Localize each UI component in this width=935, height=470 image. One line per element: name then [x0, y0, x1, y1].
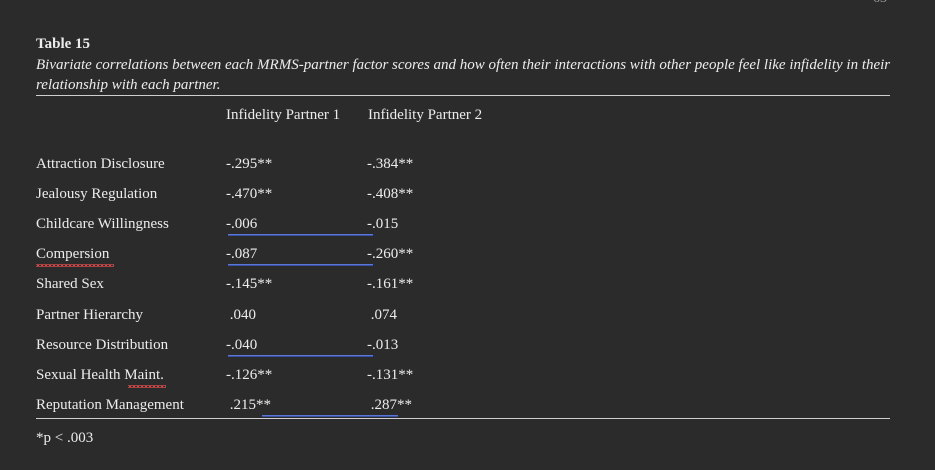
partner-2-value: .287** [367, 397, 412, 413]
row-label: Sexual Health Maint. [36, 367, 164, 383]
row-label: Reputation Management [36, 397, 184, 413]
table-row: Attraction Disclosure -.295** -.384** [0, 156, 935, 178]
partner-2-value: -.260** [367, 246, 414, 262]
row-label: Jealousy Regulation [36, 186, 158, 202]
partner-1-value: .215** [226, 397, 271, 413]
table-row: Sexual Health Maint. -.126** -.131** [0, 367, 935, 389]
table-row: Shared Sex -.145** -.161** [0, 276, 935, 298]
table-caption: Bivariate correlations between each MRMS… [36, 57, 891, 93]
partner-1-value: -.295** [226, 156, 273, 172]
row-label: Childcare Willingness [36, 216, 169, 232]
table-top-rule [36, 95, 890, 96]
row-label: Shared Sex [36, 276, 104, 292]
spellcheck-underline [36, 264, 114, 267]
partner-2-value: -.384** [367, 156, 414, 172]
table-row: Partner Hierarchy .040 .074 [0, 307, 935, 329]
partner-2-value: .074 [367, 307, 397, 323]
row-label: Resource Distribution [36, 337, 169, 353]
partner-2-value: -.161** [367, 276, 414, 292]
table-row: Jealousy Regulation -.470** -.408** [0, 186, 935, 208]
partner-1-value: -.006 [226, 216, 258, 232]
table-row: Reputation Management .215** .287** [0, 397, 935, 419]
partner-1-value: -.040 [226, 337, 258, 353]
page-number: 63 [873, 0, 887, 7]
grammar-check-underline [228, 355, 373, 357]
grammar-check-underline [228, 264, 373, 266]
table-footnote: *p < .003 [36, 430, 94, 446]
grammar-check-underline [262, 415, 398, 417]
table-row: Compersion -.087 -.260** [0, 246, 935, 268]
spellcheck-underline [128, 385, 166, 388]
grammar-check-underline [228, 234, 373, 236]
partner-2-value: -.408** [367, 186, 414, 202]
table-row: Resource Distribution -.040 -.013 [0, 337, 935, 359]
partner-1-value: -.126** [226, 367, 273, 383]
table-row: Childcare Willingness -.006 -.015 [0, 216, 935, 238]
partner-1-value: -.145** [226, 276, 273, 292]
partner-1-value: -.470** [226, 186, 273, 202]
partner-2-value: -.131** [367, 367, 414, 383]
row-label: Attraction Disclosure [36, 156, 165, 172]
row-label: Compersion [36, 246, 110, 262]
partner-2-value: -.015 [367, 216, 399, 232]
partner-2-value: -.013 [367, 337, 399, 353]
column-header-partner-2: Infidelity Partner 2 [368, 107, 483, 123]
table-bottom-rule [36, 418, 890, 419]
table-label: Table 15 [36, 36, 91, 52]
partner-1-value: .040 [226, 307, 256, 323]
partner-1-value: -.087 [226, 246, 258, 262]
column-header-partner-1: Infidelity Partner 1 [226, 107, 341, 123]
row-label: Partner Hierarchy [36, 307, 144, 323]
